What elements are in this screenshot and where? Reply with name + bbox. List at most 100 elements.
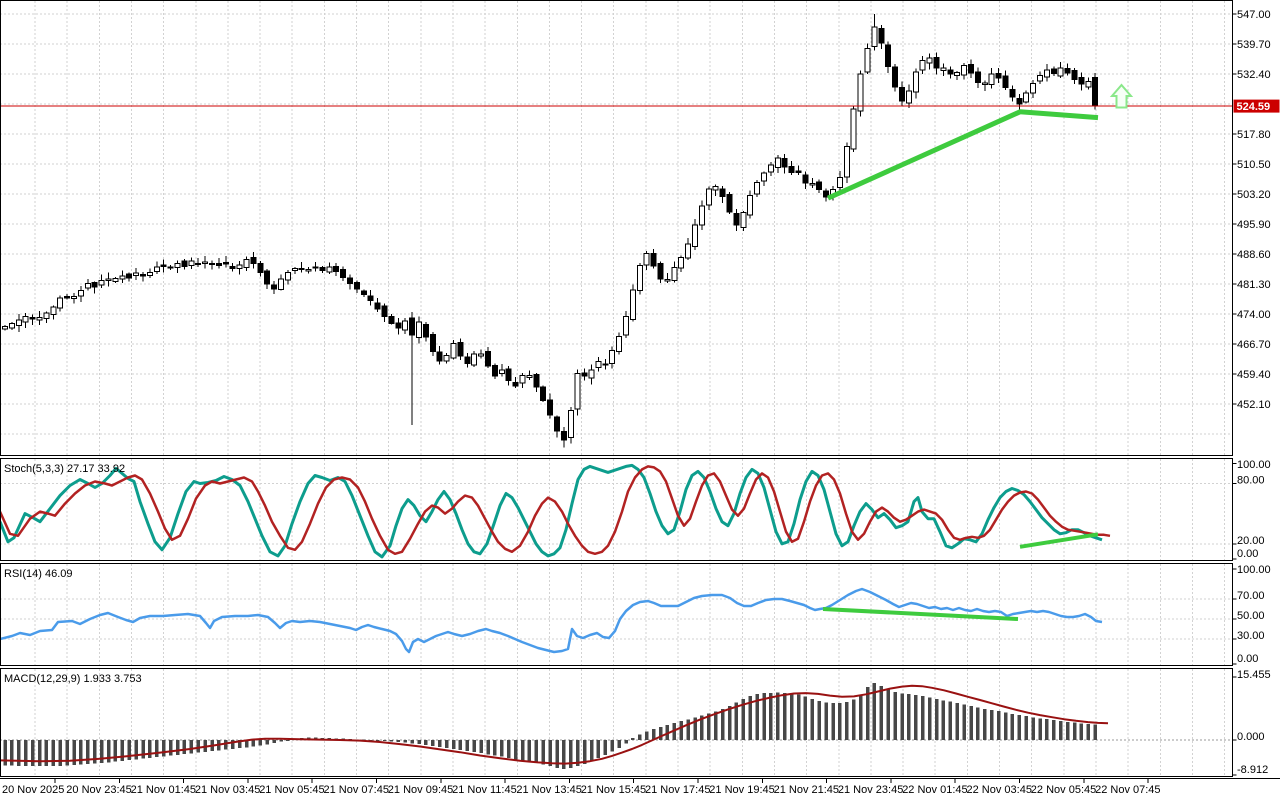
candle-down: [457, 341, 464, 357]
stoch-axis-label: 80.00: [1237, 475, 1265, 487]
candle-up: [202, 261, 209, 264]
time-axis-label: 21 Nov 11:45: [452, 784, 517, 796]
candle-up: [112, 278, 119, 282]
candle-up: [740, 211, 747, 229]
candle-down: [781, 158, 788, 168]
candle-up: [84, 282, 91, 289]
candle-down: [429, 333, 436, 353]
macd-bar: [679, 721, 683, 740]
candle-up: [188, 260, 195, 266]
macd-bar: [44, 740, 49, 766]
candlestick-series[interactable]: [2, 14, 1099, 448]
candle-up: [77, 289, 84, 297]
macd-bar: [686, 719, 690, 740]
candle-up: [754, 181, 761, 195]
candle-up: [843, 146, 850, 178]
macd-bar: [983, 708, 987, 740]
candle-up: [153, 266, 160, 272]
candle-up: [864, 48, 871, 73]
price-axis-label: 539.70: [1237, 39, 1271, 51]
macd-bar: [555, 740, 559, 768]
macd-bar: [251, 740, 256, 747]
macd-axis-label: -8.912: [1237, 764, 1268, 776]
macd-bar: [831, 703, 835, 740]
macd-bar: [244, 740, 249, 748]
candle-down: [388, 316, 395, 324]
panel-frame: [0, 0, 1233, 456]
rsi-line: [0, 587, 1103, 654]
macd-histogram: [3, 683, 1097, 770]
macd-bar: [424, 740, 428, 746]
candle-up: [416, 321, 422, 339]
candle-down: [533, 374, 540, 388]
candle-up: [471, 353, 478, 366]
macd-bar: [617, 740, 621, 748]
candle-up: [478, 353, 485, 357]
macd-bar: [23, 740, 28, 766]
time-axis-label: 20 Nov 2025: [2, 784, 64, 796]
macd-bar: [30, 740, 35, 766]
candle-down: [540, 386, 547, 402]
stoch-axis-label: 0.00: [1237, 548, 1258, 560]
candle-up: [526, 374, 533, 379]
macd-bar: [58, 740, 62, 767]
candle-down: [333, 265, 340, 273]
macd-bar: [879, 685, 884, 740]
candle-down: [264, 270, 271, 285]
candle-up: [1085, 81, 1092, 88]
rsi-axis-label: 30.00: [1237, 630, 1265, 642]
candle-up: [609, 350, 616, 364]
candle-down: [795, 170, 802, 173]
candle-down: [485, 350, 491, 367]
candle-up: [747, 195, 754, 216]
candle-up: [1037, 75, 1043, 82]
candle-down: [340, 269, 347, 278]
macd-axis-label: 0.000: [1237, 731, 1265, 743]
panel-frames: [0, 0, 1280, 779]
macd-bar: [486, 740, 490, 755]
macd-bar: [465, 740, 470, 751]
candle-up: [146, 272, 153, 277]
candle-up: [443, 354, 450, 362]
macd-bar: [272, 740, 276, 744]
candle-up: [236, 264, 243, 269]
candle-down: [422, 324, 429, 338]
candle-down: [140, 274, 146, 277]
macd-bar: [748, 696, 752, 740]
candle-down: [367, 295, 374, 302]
macd-bar: [10, 740, 14, 766]
macd-bar: [106, 740, 111, 763]
rsi-axis-label: 70.00: [1237, 590, 1265, 602]
candle-up: [278, 278, 284, 290]
candle-up: [167, 266, 174, 269]
candle-down: [802, 174, 809, 184]
macd-bar: [527, 740, 532, 762]
macd-bar: [86, 740, 90, 765]
macd-bar: [789, 693, 794, 740]
candle-down: [1016, 98, 1023, 105]
rsi-axis-label: 100.00: [1237, 564, 1271, 576]
stoch-d-line: [0, 465, 1111, 556]
macd-bar: [1017, 715, 1022, 740]
macd-bar: [1003, 712, 1008, 740]
current-price-badge: [1233, 99, 1280, 113]
macd-bar: [500, 740, 504, 757]
macd-bar: [782, 692, 787, 740]
candle-up: [498, 369, 505, 374]
candle-down: [788, 165, 795, 174]
candle-down: [602, 363, 609, 366]
macd-bar: [161, 740, 166, 757]
macd-bar: [969, 705, 973, 740]
macd-bar: [99, 740, 104, 763]
macd-bar: [1065, 721, 1070, 740]
macd-bar: [506, 740, 511, 758]
candle-down: [1092, 77, 1099, 107]
candle-down: [64, 296, 71, 299]
candle-down: [554, 416, 560, 432]
stoch-axis-label: 100.00: [1237, 459, 1271, 471]
candle-up: [284, 271, 291, 281]
macd-bar: [582, 740, 587, 764]
macd-bar: [182, 740, 187, 755]
